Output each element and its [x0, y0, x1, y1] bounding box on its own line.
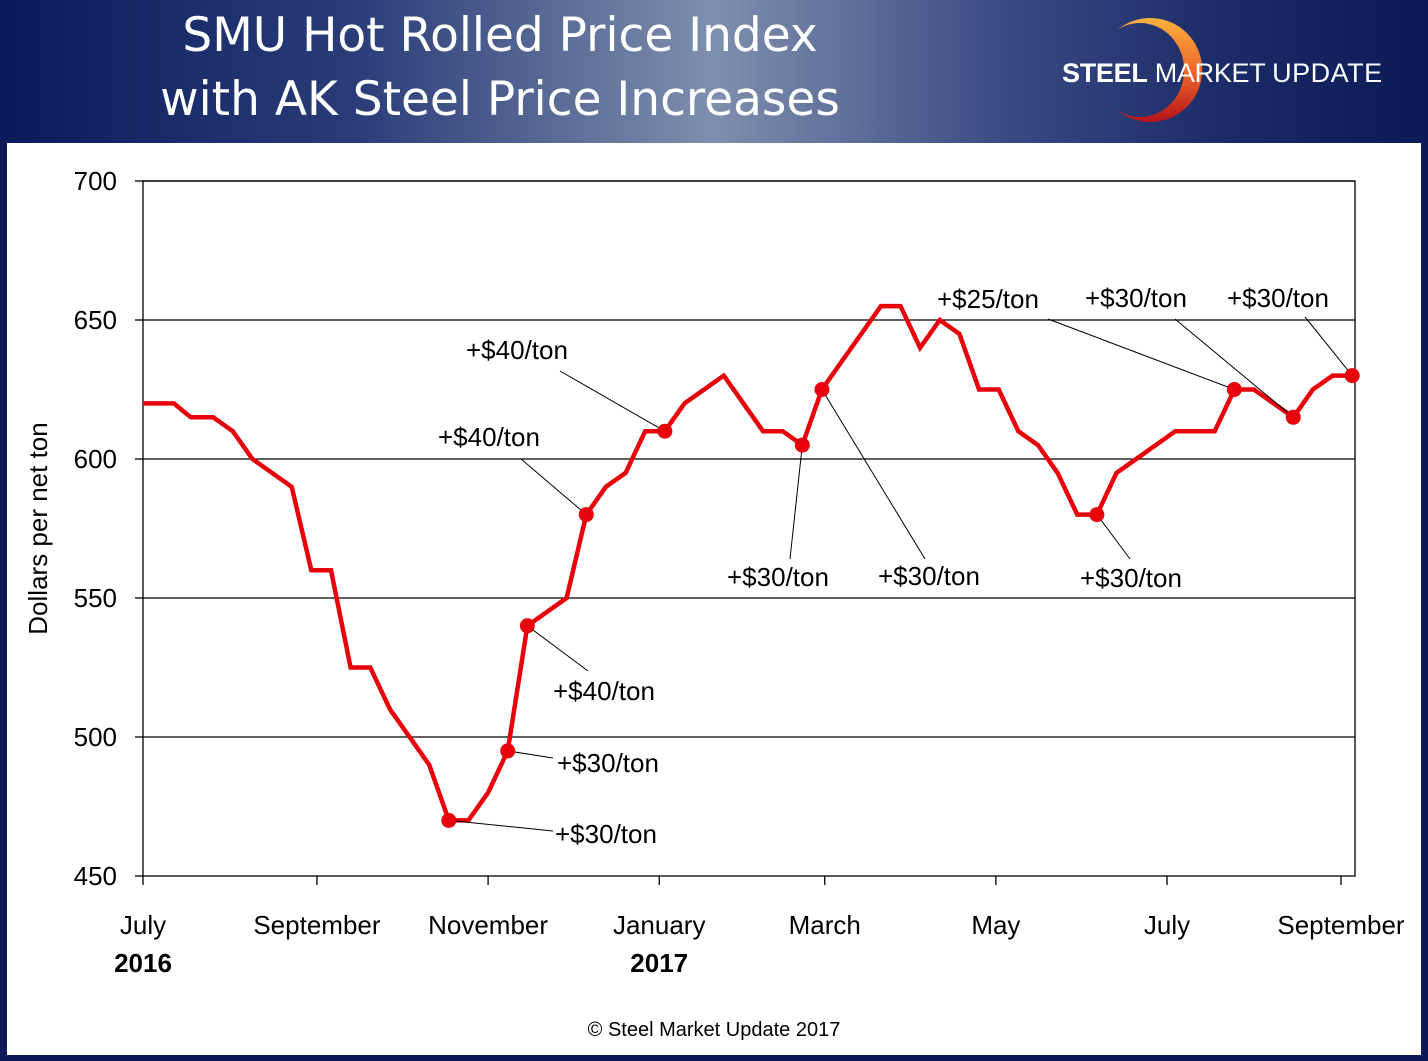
price-increase-marker: [441, 812, 457, 828]
logo-word-steel: STEEL: [1062, 58, 1148, 88]
annotation-leader-line: [507, 750, 554, 759]
price-increase-label: +$40/ton: [466, 335, 568, 365]
header-banner: SMU Hot Rolled Price Index with AK Steel…: [0, 0, 1428, 143]
annotation-leader-line: [527, 625, 589, 672]
price-increase-label: +$25/ton: [937, 284, 1039, 314]
price-increase-label: +$30/ton: [1085, 283, 1187, 313]
x-year-label: 2017: [630, 948, 688, 978]
annotation-leader-line: [821, 389, 926, 560]
annotation-leader-line: [1304, 316, 1353, 376]
chart-title: SMU Hot Rolled Price Index with AK Steel…: [100, 4, 900, 132]
x-tick-label: May: [971, 910, 1020, 940]
chart-panel: 450 500 550 600 650 700 July 2016 September Novem…: [7, 143, 1421, 1055]
line-chart: 450 500 550 600 650 700 July 2016 September Novem…: [23, 166, 1405, 978]
annotation-leader-line: [1174, 318, 1294, 418]
annotation-leader-line: [559, 370, 666, 432]
y-tick-label: 500: [74, 722, 117, 752]
y-tick-label: 550: [74, 583, 117, 613]
x-tick-label: November: [428, 910, 548, 940]
title-line-2: with AK Steel Price Increases: [160, 72, 840, 127]
price-increase-label: +$40/ton: [553, 676, 655, 706]
x-tick-label: March: [789, 910, 861, 940]
title-line-1: SMU Hot Rolled Price Index: [182, 8, 818, 63]
plot-frame: [142, 180, 1356, 877]
x-tick-label: January: [613, 910, 706, 940]
y-tick-label: 650: [74, 305, 117, 335]
price-increase-label: +$30/ton: [1080, 563, 1182, 593]
y-tick-label: 600: [74, 444, 117, 474]
price-increase-marker: [1285, 409, 1301, 425]
price-increase-marker: [578, 507, 594, 523]
price-increase-marker: [1226, 382, 1242, 397]
x-tick-label: July: [1144, 910, 1190, 940]
steel-market-update-logo: STEEL MARKET UPDATE: [1055, 18, 1415, 128]
price-increase-marker: [519, 618, 535, 634]
y-tick-label: 700: [74, 166, 117, 196]
crescent-icon: [1117, 18, 1203, 123]
y-axis-label: Dollars per net ton: [23, 422, 53, 634]
price-index-line: [143, 303, 1353, 823]
price-increase-label: +$30/ton: [878, 561, 980, 591]
y-tick-label: 450: [74, 861, 117, 891]
price-increase-label: +$30/ton: [555, 819, 657, 849]
logo-word-market: MARKET: [1154, 58, 1266, 88]
annotation-leader-line: [789, 445, 803, 560]
annotation-leader-line: [520, 458, 587, 515]
x-year-label: 2016: [114, 948, 172, 978]
price-increase-marker: [814, 382, 830, 397]
price-increase-marker: [1089, 507, 1105, 523]
x-tick-label: July: [120, 910, 166, 940]
price-increase-label: +$40/ton: [438, 422, 540, 452]
price-increase-marker: [794, 437, 810, 453]
annotation-leader-line: [448, 819, 554, 832]
price-increase-label: +$30/ton: [1227, 283, 1329, 313]
price-increase-label: +$30/ton: [557, 748, 659, 778]
logo-word-update: UPDATE: [1272, 58, 1383, 88]
x-tick-label: September: [253, 910, 381, 940]
annotation-leader-line: [1047, 318, 1235, 390]
copyright-footer: © Steel Market Update 2017: [587, 1019, 841, 1041]
price-increase-label: +$30/ton: [727, 562, 829, 592]
x-tick-label: September: [1277, 910, 1405, 940]
annotation-leader-line: [1096, 514, 1131, 560]
price-increase-marker: [500, 743, 516, 759]
price-increase-marker: [657, 423, 673, 439]
price-increase-marker: [1344, 368, 1360, 384]
